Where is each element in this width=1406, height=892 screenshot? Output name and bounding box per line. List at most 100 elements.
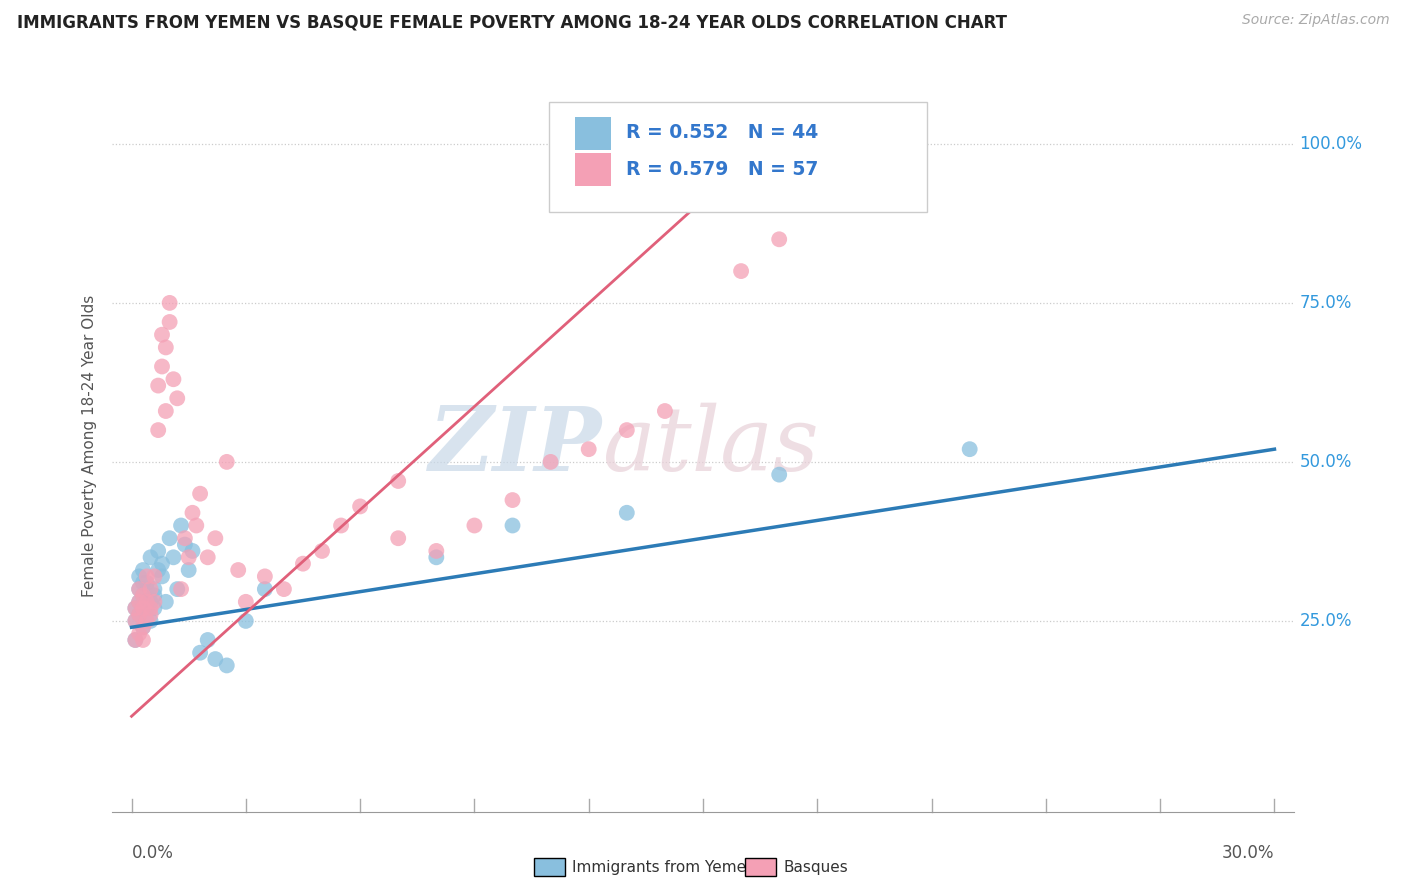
Point bbox=[128, 582, 150, 596]
Point bbox=[139, 614, 162, 628]
Text: 50.0%: 50.0% bbox=[1299, 453, 1351, 471]
Point bbox=[132, 632, 155, 647]
Point bbox=[181, 506, 204, 520]
Point bbox=[128, 595, 150, 609]
Text: R = 0.579   N = 57: R = 0.579 N = 57 bbox=[626, 160, 818, 179]
Point bbox=[128, 607, 150, 622]
Point bbox=[139, 550, 162, 565]
Point bbox=[128, 595, 150, 609]
Point bbox=[124, 632, 146, 647]
Text: Basques: Basques bbox=[783, 860, 848, 874]
Point bbox=[132, 563, 155, 577]
Point bbox=[215, 455, 238, 469]
Point bbox=[143, 589, 166, 603]
Point bbox=[177, 550, 200, 565]
Point bbox=[135, 614, 157, 628]
Point bbox=[578, 442, 600, 457]
Point bbox=[654, 404, 676, 418]
Point bbox=[166, 582, 188, 596]
Point bbox=[959, 442, 981, 457]
Point bbox=[150, 569, 173, 583]
Text: IMMIGRANTS FROM YEMEN VS BASQUE FEMALE POVERTY AMONG 18-24 YEAR OLDS CORRELATION: IMMIGRANTS FROM YEMEN VS BASQUE FEMALE P… bbox=[17, 13, 1007, 31]
Point bbox=[135, 582, 157, 596]
Point bbox=[124, 601, 146, 615]
Point bbox=[135, 601, 157, 615]
Point bbox=[150, 557, 173, 571]
Point bbox=[124, 632, 146, 647]
Point bbox=[197, 550, 219, 565]
Point bbox=[128, 626, 150, 640]
Point bbox=[150, 359, 173, 374]
Text: 100.0%: 100.0% bbox=[1299, 135, 1362, 153]
Text: R = 0.552   N = 44: R = 0.552 N = 44 bbox=[626, 123, 818, 143]
Point bbox=[349, 500, 371, 514]
Point bbox=[155, 595, 177, 609]
Point bbox=[148, 563, 170, 577]
Text: 25.0%: 25.0% bbox=[1299, 612, 1353, 630]
Point bbox=[159, 531, 181, 545]
Point bbox=[616, 423, 638, 437]
Point bbox=[502, 493, 524, 508]
Point bbox=[148, 544, 170, 558]
Point bbox=[173, 531, 195, 545]
Point bbox=[235, 614, 257, 628]
Point bbox=[387, 531, 409, 545]
Point bbox=[253, 582, 276, 596]
Text: 75.0%: 75.0% bbox=[1299, 293, 1351, 312]
Point bbox=[226, 563, 249, 577]
Point bbox=[181, 544, 204, 558]
Point bbox=[540, 455, 562, 469]
Point bbox=[162, 372, 184, 386]
Point bbox=[330, 518, 353, 533]
Point bbox=[143, 569, 166, 583]
Point bbox=[425, 550, 447, 565]
Point bbox=[132, 589, 155, 603]
Point bbox=[159, 315, 181, 329]
Point bbox=[155, 404, 177, 418]
Point bbox=[139, 582, 162, 596]
Point bbox=[139, 601, 162, 615]
Point bbox=[132, 589, 155, 603]
FancyBboxPatch shape bbox=[575, 117, 610, 150]
Text: ZIP: ZIP bbox=[429, 403, 603, 489]
Point bbox=[253, 569, 276, 583]
Point bbox=[143, 595, 166, 609]
Point bbox=[730, 264, 752, 278]
Y-axis label: Female Poverty Among 18-24 Year Olds: Female Poverty Among 18-24 Year Olds bbox=[82, 295, 97, 597]
Point bbox=[128, 569, 150, 583]
Point bbox=[273, 582, 295, 596]
Point bbox=[188, 646, 211, 660]
Point bbox=[143, 601, 166, 615]
Point bbox=[387, 474, 409, 488]
Text: atlas: atlas bbox=[603, 402, 818, 490]
Point bbox=[197, 632, 219, 647]
Point bbox=[132, 601, 155, 615]
Point bbox=[173, 538, 195, 552]
Point bbox=[166, 392, 188, 406]
Text: 0.0%: 0.0% bbox=[132, 844, 173, 862]
Point bbox=[135, 595, 157, 609]
Point bbox=[215, 658, 238, 673]
Point bbox=[188, 486, 211, 500]
Point bbox=[124, 614, 146, 628]
Point bbox=[135, 569, 157, 583]
Point bbox=[124, 614, 146, 628]
Point bbox=[159, 296, 181, 310]
Point bbox=[463, 518, 485, 533]
Point bbox=[135, 575, 157, 590]
Point bbox=[128, 582, 150, 596]
Point bbox=[132, 620, 155, 634]
Point bbox=[291, 557, 314, 571]
Text: 30.0%: 30.0% bbox=[1222, 844, 1274, 862]
Point bbox=[150, 327, 173, 342]
Point bbox=[235, 595, 257, 609]
Point bbox=[162, 550, 184, 565]
FancyBboxPatch shape bbox=[575, 153, 610, 186]
Point bbox=[204, 531, 226, 545]
Point bbox=[132, 620, 155, 634]
Point bbox=[170, 518, 193, 533]
Point bbox=[768, 467, 790, 482]
Point bbox=[425, 544, 447, 558]
Point bbox=[502, 518, 524, 533]
Text: Source: ZipAtlas.com: Source: ZipAtlas.com bbox=[1241, 13, 1389, 28]
